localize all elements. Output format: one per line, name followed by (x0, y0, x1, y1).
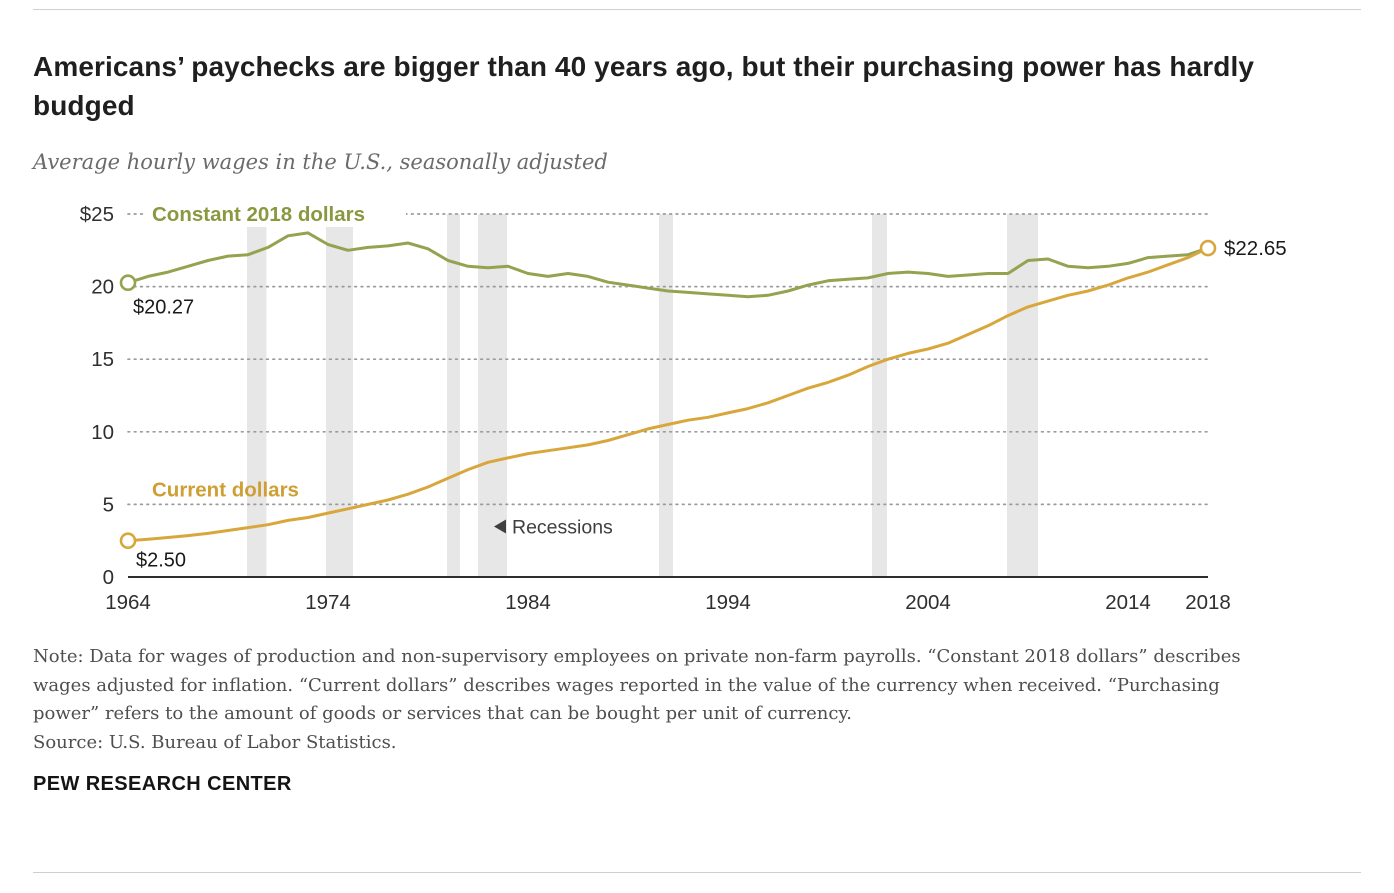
x-tick-label: 1984 (505, 591, 551, 614)
constant-dollars-label: Constant 2018 dollars (152, 203, 365, 226)
y-tick-label: 15 (91, 348, 114, 371)
start-value-current: $2.50 (136, 550, 186, 572)
recession-band (478, 214, 507, 578)
chart-title: Americans’ paychecks are bigger than 40 … (33, 51, 1255, 121)
pew-research-center-logo: PEW RESEARCH CENTER (33, 773, 292, 795)
x-tick-label: 2014 (1105, 591, 1151, 614)
series-label-backing (144, 201, 406, 228)
recession-band (326, 214, 353, 578)
recession-band (1007, 214, 1038, 578)
y-tick-label: 5 (103, 494, 114, 517)
footnotes: Note: Data for wages of production and n… (33, 643, 1263, 757)
y-tick-label: 10 (91, 421, 114, 444)
page: Americans’ paychecks are bigger than 40 … (0, 9, 1394, 893)
bottom-divider (33, 872, 1361, 873)
recessions-label: Recessions (512, 517, 613, 539)
recession-band (447, 214, 460, 578)
recessions-arrow-icon (494, 519, 506, 534)
y-tick-label: 0 (103, 566, 114, 589)
x-tick-label: 2018 (1185, 591, 1231, 614)
current-dollars-label: Current dollars (152, 479, 299, 502)
chart-subtitle: Average hourly wages in the U.S., season… (33, 150, 608, 175)
constant-2018-dollars-line (126, 231, 1210, 299)
note-text: Note: Data for wages of production and n… (33, 646, 1241, 725)
y-tick-label: $25 (80, 203, 114, 226)
wage-chart-svg: 0 5 10 15 20 $25 1964 1974 1984 1994 2004 2014 2018 C… (80, 201, 1287, 614)
data-point-marker (119, 274, 137, 292)
data-point-marker (1199, 240, 1217, 257)
top-divider (33, 9, 1361, 10)
source-text: Source: U.S. Bureau of Labor Statistics. (33, 731, 397, 753)
chart-area: 0 5 10 15 20 $25 1964 1974 1984 1994 2004 2014 2018 C… (33, 192, 1361, 619)
x-tick-label: 2004 (905, 591, 951, 614)
recession-band (247, 214, 267, 578)
x-tick-label: 1974 (305, 591, 351, 614)
recession-band (659, 214, 673, 578)
current-dollars-line (126, 246, 1210, 543)
start-value-constant: $20.27 (133, 297, 194, 319)
recession-band (872, 214, 887, 578)
y-tick-label: 20 (91, 276, 114, 299)
end-value-label: $22.65 (1224, 237, 1287, 260)
data-point-marker (119, 532, 137, 550)
x-tick-label: 1964 (105, 591, 151, 614)
x-tick-label: 1994 (705, 591, 751, 614)
